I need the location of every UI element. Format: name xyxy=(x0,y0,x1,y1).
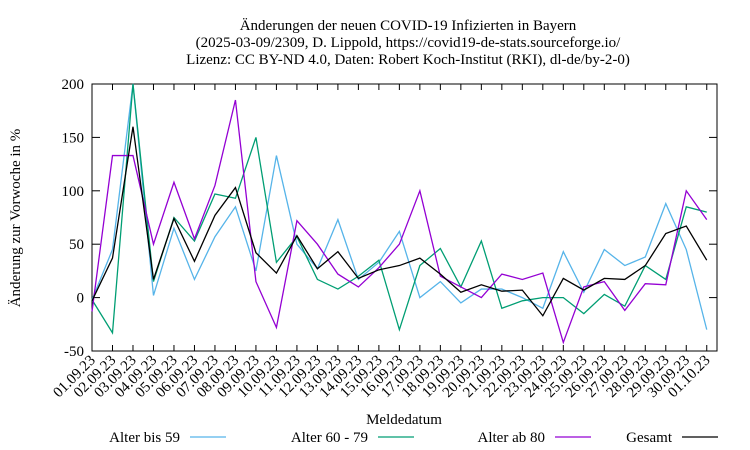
y-tick-label: 100 xyxy=(62,184,85,200)
y-axis-label: Änderung zur Vorwoche in % xyxy=(7,129,24,308)
series-line xyxy=(91,126,708,317)
legend-label: Alter bis 59 xyxy=(109,430,180,446)
chart-title: Änderungen der neuen COVID-19 Infizierte… xyxy=(240,17,577,34)
y-tick-label: 150 xyxy=(62,130,85,146)
chart-subtitle: Lizenz: CC BY-ND 4.0, Daten: Robert Koch… xyxy=(186,52,630,68)
legend-label: Alter ab 80 xyxy=(478,430,545,446)
chart-subtitle: (2025-03-09/2309, D. Lippold, https://co… xyxy=(196,35,621,51)
legend-label: Gesamt xyxy=(626,430,673,446)
series-line xyxy=(91,83,707,335)
y-tick-label: 0 xyxy=(77,291,85,307)
y-tick-label: 200 xyxy=(62,77,85,93)
series-line xyxy=(91,83,708,330)
plot-frame xyxy=(91,83,718,352)
x-axis-label: Meldedatum xyxy=(366,412,442,428)
legend-label: Alter 60 - 79 xyxy=(291,430,368,446)
series-line xyxy=(91,99,708,345)
y-tick-label: -50 xyxy=(64,344,84,360)
y-tick-label: 50 xyxy=(69,237,84,253)
